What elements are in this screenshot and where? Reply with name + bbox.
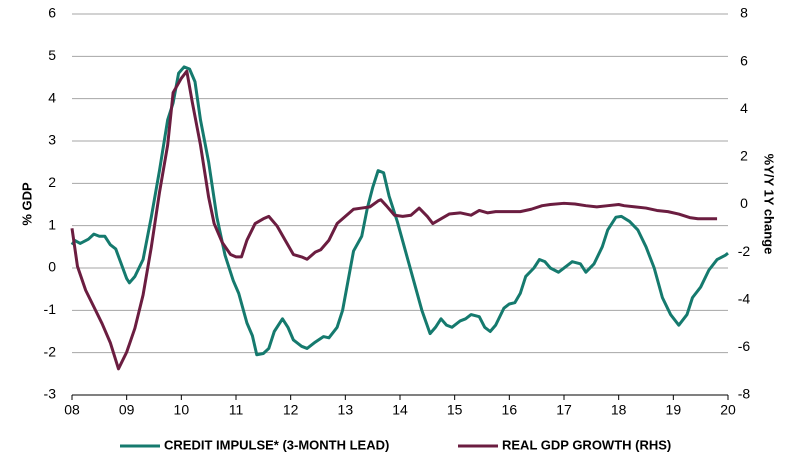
y-tick-label: 3 (48, 132, 56, 148)
x-tick-label: 16 (502, 402, 518, 418)
y-tick-label: 0 (48, 259, 56, 275)
x-tick-label: 18 (611, 402, 627, 418)
legend-label: CREDIT IMPULSE* (3-MONTH LEAD) (164, 437, 389, 452)
y2-tick-label: 8 (740, 5, 748, 21)
y-tick-label: 2 (48, 174, 56, 190)
y-tick-label: 6 (48, 5, 56, 21)
y2-tick-label: -2 (738, 243, 751, 259)
y2-tick-label: 0 (740, 195, 748, 211)
legend-label: REAL GDP GROWTH (RHS) (502, 437, 671, 452)
x-tick-label: 09 (119, 402, 135, 418)
y2-axis-label: %Y/Y 1Y change (762, 154, 777, 255)
y-tick-label: -2 (44, 343, 57, 359)
y2-tick-label: -4 (738, 290, 751, 306)
x-tick-label: 19 (666, 402, 682, 418)
y2-tick-label: 4 (740, 100, 748, 116)
x-tick-label: 17 (556, 402, 572, 418)
y2-tick-label: 6 (740, 52, 748, 68)
y-tick-label: 1 (48, 216, 56, 232)
x-tick-label: 11 (229, 402, 244, 418)
y2-tick-label: -6 (738, 338, 751, 354)
series-line (70, 69, 718, 371)
x-tick-label: 15 (447, 402, 463, 418)
x-tick-label: 20 (720, 402, 736, 418)
x-tick-label: 13 (338, 402, 354, 418)
x-tick-label: 10 (174, 402, 190, 418)
y-axis-label: % GDP (19, 182, 34, 226)
x-tick-label: 14 (392, 402, 408, 418)
y-tick-label: -3 (44, 386, 57, 402)
y-tick-label: 5 (48, 47, 56, 63)
y2-tick-label: -8 (738, 386, 751, 402)
y-tick-label: 4 (48, 89, 56, 105)
x-tick-label: 08 (64, 402, 80, 418)
y2-tick-label: 2 (740, 148, 748, 164)
x-tick-label: 12 (283, 402, 299, 418)
y-tick-label: -1 (44, 301, 57, 317)
